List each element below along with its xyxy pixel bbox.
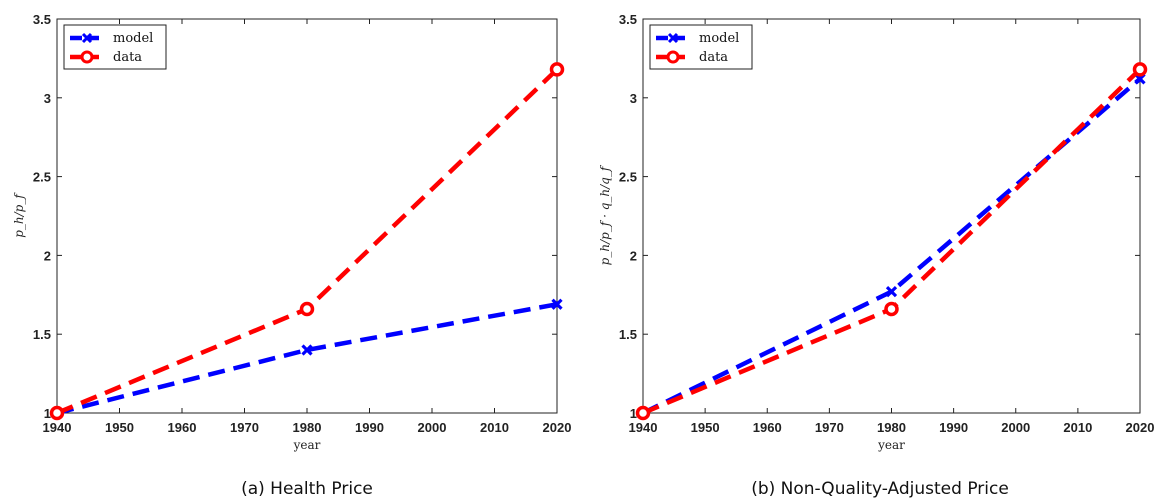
y-tick-label: 1 (630, 406, 637, 421)
data-point-data (635, 405, 651, 421)
y-tick-label: 3 (630, 91, 637, 106)
legend (649, 24, 753, 70)
x-tick-label: 1950 (105, 420, 134, 435)
y-tick-label: 2.5 (33, 170, 51, 185)
y-tick-label: 1.5 (33, 327, 51, 342)
data-point-data (49, 405, 65, 421)
data-point-data (884, 301, 899, 317)
series-line-model (56, 302, 558, 416)
x-tick-label: 2000 (1001, 420, 1030, 435)
x-tick-label: 2010 (1063, 420, 1092, 435)
y-tick-label: 2 (630, 248, 637, 263)
x-tick-label: 1970 (815, 420, 844, 435)
legend-label-model: model (699, 31, 739, 46)
x-axis-label: year (877, 438, 905, 452)
marker-stroke (885, 286, 898, 298)
x-tick-label: 1990 (355, 420, 384, 435)
data-point-model (551, 298, 563, 310)
x-tick-label: 2020 (1126, 420, 1155, 435)
marker-stroke (301, 344, 313, 356)
y-tick-label: 1.5 (619, 327, 637, 342)
y-tick-label: 2 (44, 248, 51, 263)
y-tick-label: 3 (44, 91, 51, 106)
data-point-data (1132, 62, 1148, 77)
series-line-data (642, 67, 1142, 416)
legend-marker-data (666, 50, 680, 64)
x-tick-label: 1990 (939, 420, 968, 435)
data-point-model (301, 344, 313, 356)
x-tick-label: 1970 (230, 420, 259, 435)
chart-caption: (b) Non-Quality-Adjusted Price (751, 479, 1009, 499)
data-point-data (549, 62, 565, 77)
y-tick-label: 2.5 (619, 170, 637, 185)
marker-stroke (551, 298, 563, 310)
marker-stroke (667, 32, 679, 44)
y-tick-label: 3.5 (619, 12, 637, 27)
data-point-data (299, 301, 315, 317)
x-tick-label: 1980 (293, 420, 322, 435)
legend-marker-model (667, 32, 679, 44)
series-line-data (56, 67, 559, 416)
y-axis-label: p_h/p_f (12, 192, 26, 238)
x-tick-label: 1950 (691, 420, 720, 435)
legend-label-model: model (113, 31, 153, 46)
x-tick-label: 2010 (480, 420, 509, 435)
legend-label-data: data (113, 50, 142, 65)
legend (63, 24, 167, 70)
x-tick-label: 1960 (168, 420, 197, 435)
y-tick-label: 1 (44, 406, 51, 421)
data-point-model (885, 286, 898, 298)
legend-marker-data (80, 50, 94, 64)
series-line-model (642, 77, 1142, 416)
x-tick-label: 2000 (418, 420, 447, 435)
x-tick-label: 1980 (877, 420, 906, 435)
x-tick-label: 1940 (629, 420, 658, 435)
chart-caption: (a) Health Price (241, 479, 373, 499)
legend-label-data: data (699, 50, 728, 65)
plot-area (642, 18, 1141, 414)
chart-a: 1940 1950 1960 1970 1980 1990 2000 2010 2020 1 1.5… (12, 12, 571, 499)
marker-stroke (81, 32, 93, 44)
plot-area (56, 18, 558, 414)
x-tick-label: 1960 (753, 420, 782, 435)
y-axis-label: p_h/p_f · q_h/q_f (598, 164, 612, 265)
chart-b: 1940 1950 1960 1970 1980 1990 2000 2010 2020 1 1.5… (598, 12, 1154, 499)
x-axis-label: year (293, 438, 321, 452)
y-tick-label: 3.5 (33, 12, 51, 27)
x-tick-label: 2020 (543, 420, 572, 435)
x-tick-label: 1940 (43, 420, 72, 435)
legend-marker-model (81, 32, 93, 44)
